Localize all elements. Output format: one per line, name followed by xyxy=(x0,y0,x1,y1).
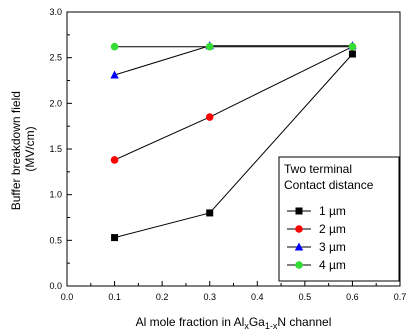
data-point xyxy=(110,42,119,51)
series-line xyxy=(114,45,353,76)
x-axis-title: Al mole fraction in AlxGa1-xN channel xyxy=(136,315,332,331)
y-tick-label: 1.5 xyxy=(49,144,62,154)
series-1 xyxy=(111,50,356,242)
y-tick-label: 2.5 xyxy=(49,53,62,63)
x-tick-label: 0.4 xyxy=(251,292,264,302)
legend-label: 4 µm xyxy=(319,258,346,272)
y-tick-label: 3.0 xyxy=(49,7,62,17)
y-axis-title-line1: Buffer breakdown field xyxy=(9,91,23,210)
data-point xyxy=(110,70,119,79)
data-point xyxy=(205,113,214,121)
legend-marker xyxy=(295,207,303,215)
legend-box xyxy=(278,156,400,282)
y-tick-label: 1.0 xyxy=(49,190,62,200)
y-tick-label: 2.0 xyxy=(49,98,62,108)
legend-label: 3 µm xyxy=(319,240,346,254)
y-axis-title: Buffer breakdown field (MV/cm) xyxy=(9,88,37,211)
x-tick-label: 0.3 xyxy=(203,292,216,302)
legend-title-line: Two terminal xyxy=(284,162,352,176)
x-tick-label: 0.0 xyxy=(61,292,74,302)
x-tick-label: 0.6 xyxy=(346,292,359,302)
x-tick-label: 0.7 xyxy=(394,292,407,302)
legend-marker xyxy=(294,242,304,251)
data-point xyxy=(206,209,214,217)
y-tick-label: 0.0 xyxy=(49,281,62,291)
x-axis-title-pre: Al mole fraction in Al xyxy=(136,315,245,329)
data-point xyxy=(348,42,357,51)
series-2 xyxy=(110,42,357,164)
legend-label: 2 µm xyxy=(319,222,346,236)
x-tick-label: 0.1 xyxy=(108,292,121,302)
x-axis-title-sub2: 1-x xyxy=(265,321,278,331)
y-axis-title-line2: (MV/cm) xyxy=(23,126,37,171)
data-point xyxy=(348,50,356,58)
x-axis-title-sub1: x xyxy=(244,321,249,331)
data-point xyxy=(111,234,119,242)
data-point xyxy=(205,42,214,51)
legend-marker xyxy=(295,225,303,233)
x-axis-title-post: N channel xyxy=(277,315,331,329)
x-tick-label: 0.5 xyxy=(299,292,312,302)
legend-marker xyxy=(295,261,303,269)
legend-title-line: Contact distance xyxy=(284,178,374,192)
data-point xyxy=(110,156,119,164)
y-tick-label: 0.5 xyxy=(49,235,62,245)
series-4 xyxy=(110,42,357,51)
legend-label: 1 µm xyxy=(319,204,346,218)
x-axis-title-mid: Ga xyxy=(249,315,265,329)
x-tick-label: 0.2 xyxy=(156,292,169,302)
